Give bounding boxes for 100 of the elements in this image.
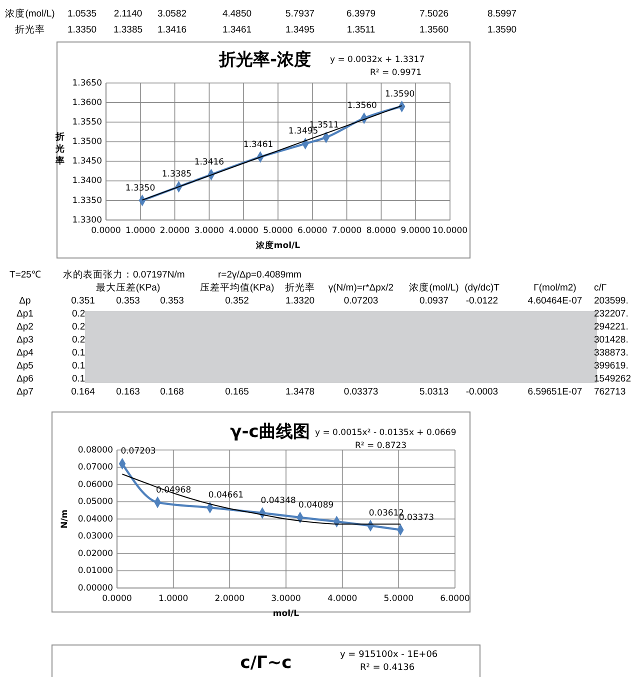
text: r=2γ/Δp=0.4089mm [218, 270, 302, 281]
data-label: 0.04661 [208, 490, 244, 501]
text: 0.168 [160, 386, 184, 398]
text: 0.2 [72, 334, 86, 346]
data-label: 1.3560 [347, 101, 377, 112]
text: 7.5026 [419, 8, 449, 20]
y-tick-label: 1.3450 [72, 156, 102, 167]
text: c/Γ~c [240, 653, 292, 673]
data-label: 0.07203 [120, 446, 156, 457]
y-tick-label: 1.3500 [72, 137, 102, 148]
x-tick-label: 4.0000 [228, 226, 258, 236]
text: 0.1 [72, 374, 86, 385]
text: 压差平均值(KPa) [200, 282, 274, 294]
text: 0.03373 [344, 386, 378, 398]
text: 1.3478 [285, 386, 315, 398]
y-tick-label: 1.3300 [72, 215, 102, 226]
text: 1.3385 [113, 24, 143, 36]
text: y = 0.0032x + 1.3317 [330, 55, 425, 65]
text: Δp2 [16, 322, 34, 333]
text: 水的表面张力：0.07197N/m [63, 268, 185, 281]
x-tick-label: 3.0000 [271, 594, 301, 604]
text: 0.07203 [344, 296, 378, 307]
text: 0.351 [71, 296, 95, 307]
text: 5.0313 [419, 386, 449, 398]
text: 301428. [594, 334, 628, 346]
text: 5.7937 [285, 8, 315, 20]
data-label: 1.3385 [162, 170, 192, 180]
text: 浓度(mol/L) [5, 8, 55, 20]
text: 1.3461 [222, 24, 252, 36]
text: 203599. [594, 296, 628, 307]
y-tick-label: 1.3600 [72, 98, 102, 108]
text: 0.165 [225, 386, 249, 398]
text: 2.1140 [114, 8, 142, 20]
y-tick-label: 0.03000 [78, 532, 113, 542]
text: R² = 0.9971 [370, 68, 422, 78]
y-tick-label: 1.3650 [72, 78, 102, 88]
x-tick-label: 0.0000 [91, 226, 121, 236]
y-tick-label: 0.04000 [78, 514, 113, 524]
text: 1.0535 [67, 8, 97, 20]
text: 762713 [594, 386, 626, 398]
x-tick-label: 7.0000 [332, 226, 362, 236]
data-label: 0.04348 [260, 496, 296, 506]
text: 6.3979 [346, 8, 376, 20]
text: Δp5 [16, 360, 34, 372]
text: 8.5997 [487, 8, 517, 20]
text: 0.163 [116, 386, 140, 398]
data-label: 1.3350 [125, 183, 156, 194]
data-label: 1.3461 [243, 140, 274, 150]
data-label: 1.3416 [194, 158, 224, 168]
text: Δp6 [16, 374, 34, 385]
text: 0.2 [72, 322, 86, 333]
text: Δp3 [16, 334, 34, 346]
text: y = 915100x - 1E+06 [340, 650, 438, 660]
text: T=25℃ [10, 270, 42, 281]
y-tick-label: 0.07000 [78, 462, 113, 473]
y-tick-label: 0.08000 [78, 445, 113, 456]
text: 0.353 [116, 296, 140, 307]
x-tick-label: 10.0000 [432, 226, 468, 236]
text: Δp4 [16, 348, 34, 359]
annotation: R² = 0.8723 [355, 441, 407, 451]
y-tick-label: 0.02000 [78, 548, 113, 559]
text: -0.0003 [466, 386, 498, 398]
data-label: 0.04089 [298, 500, 334, 510]
data-label: 1.3495 [288, 126, 318, 137]
x-tick-label: 2.0000 [214, 594, 245, 604]
text: Δp7 [16, 386, 34, 398]
text: Γ(mol/m2) [534, 282, 576, 294]
text: 399619. [594, 360, 628, 372]
y-tick-label: 1.3400 [72, 176, 102, 186]
y-tick-label: 1.3350 [72, 196, 102, 206]
text: 1549262 [594, 374, 631, 385]
text: 折光率 [285, 282, 315, 294]
text: 0.1 [72, 348, 86, 359]
text: R² = 0.4136 [360, 663, 415, 673]
text: y = 0.0015x² - 0.0135x + 0.0669 [315, 428, 456, 438]
text: 1.3320 [285, 296, 315, 307]
chart-title: γ-c曲线图 [230, 422, 310, 442]
y-axis-title: N/m [60, 509, 70, 529]
text: 232207. [594, 308, 628, 320]
x-tick-label: 9.0000 [400, 226, 430, 236]
x-tick-label: 2.0000 [160, 226, 190, 236]
x-tick-label: 1.0000 [158, 594, 188, 604]
text: 0.164 [71, 386, 95, 398]
text: 0.2 [72, 308, 86, 320]
text: c/Γ [594, 282, 607, 294]
text: 0.353 [160, 296, 184, 307]
y-tick-label: 0.01000 [78, 566, 113, 576]
x-tick-label: 0.0000 [102, 594, 132, 604]
text: 338873. [594, 348, 628, 359]
text: -0.0122 [466, 296, 498, 307]
x-tick-label: 1.0000 [126, 226, 156, 236]
text: 浓度(mol/L) [409, 282, 459, 294]
text: 1.3560 [419, 24, 449, 36]
x-tick-label: 6.0000 [440, 594, 470, 604]
text: 折光率 [15, 24, 45, 36]
x-axis-title: 浓度mol/L [254, 240, 301, 251]
x-tick-label: 6.0000 [298, 226, 328, 236]
x-axis-title: mol/L [272, 609, 300, 619]
y-tick-label: 0.05000 [78, 497, 113, 508]
text: 0.0937 [419, 296, 449, 307]
